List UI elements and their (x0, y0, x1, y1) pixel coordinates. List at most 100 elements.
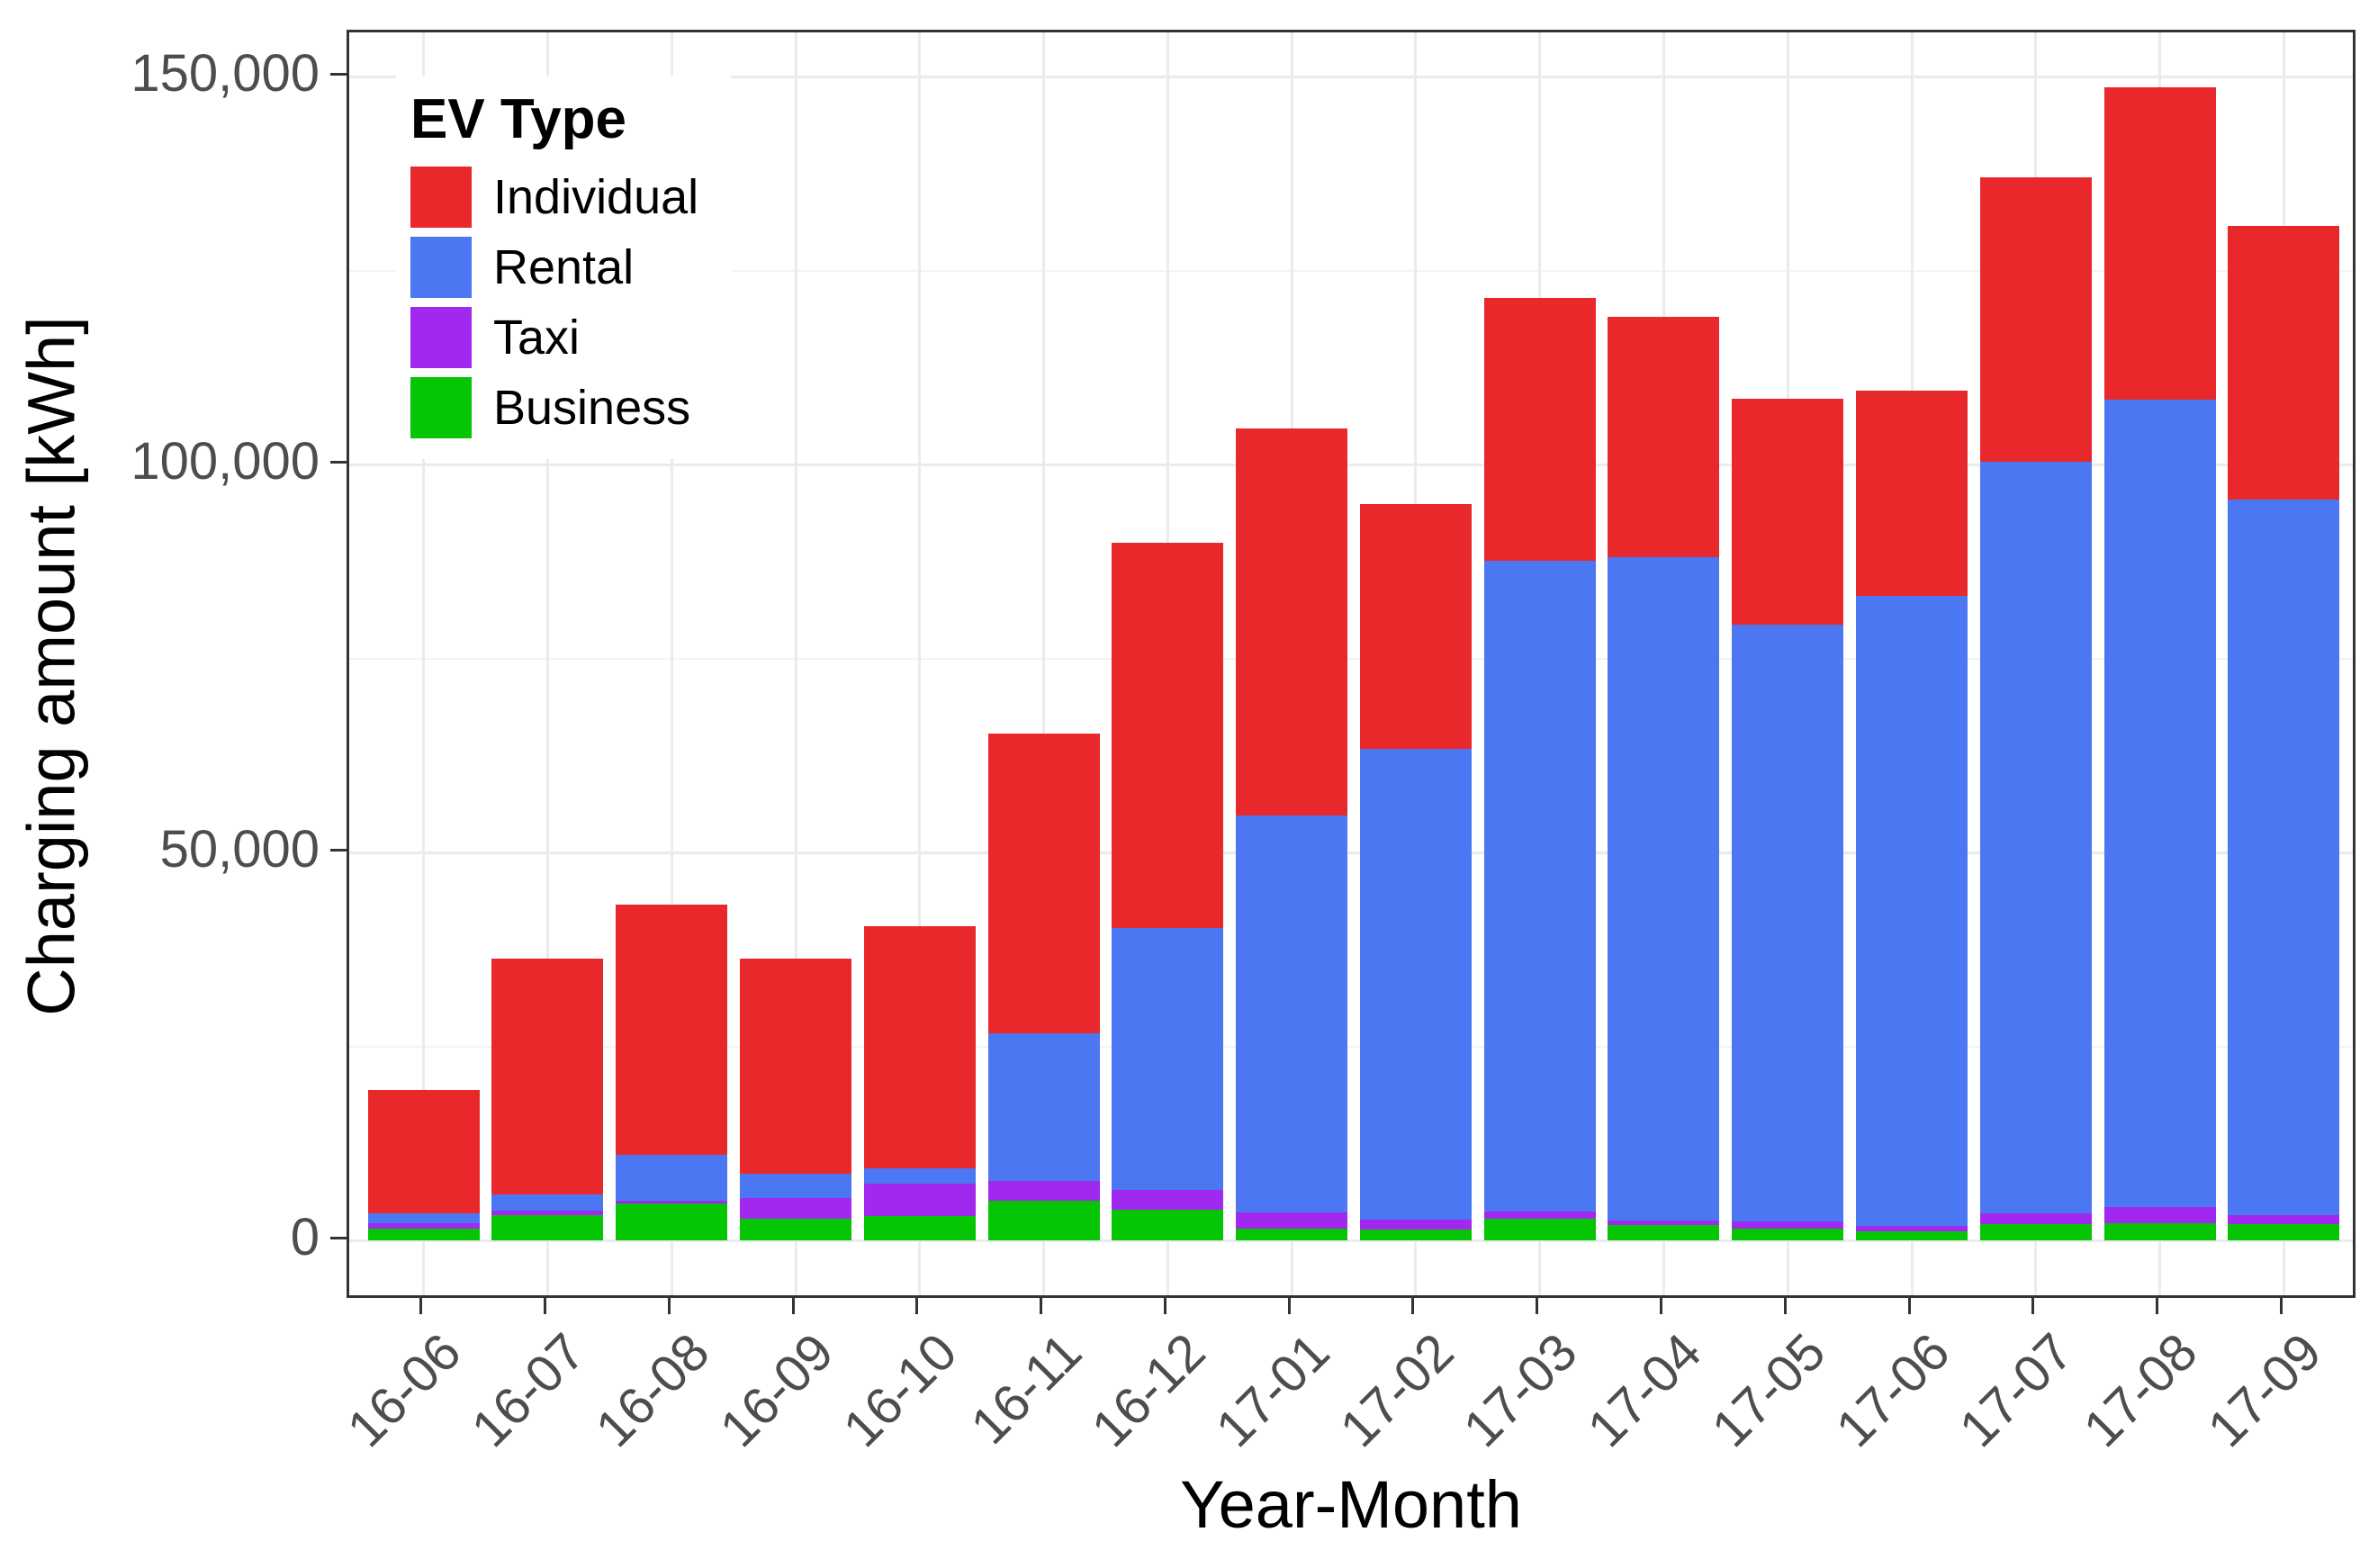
major-gridline (349, 1239, 2353, 1242)
legend-key-swatch (410, 307, 472, 368)
x-axis-title: Year-Month (1180, 1467, 1522, 1542)
bar-segment-individual (863, 925, 976, 1168)
x-tick-label: 16-06 (336, 1322, 473, 1459)
x-axis-tick-mark (1040, 1298, 1043, 1314)
bar-segment-business (491, 1215, 604, 1240)
x-axis-tick-mark (915, 1298, 919, 1314)
bar-segment-business (2228, 1223, 2340, 1240)
x-axis-tick-mark (2279, 1298, 2283, 1314)
x-tick-label: 17-01 (1204, 1322, 1341, 1459)
x-axis-tick-mark (1411, 1298, 1415, 1314)
legend-title: EV Type (410, 88, 627, 150)
bar-segment-rental (987, 1032, 1100, 1181)
x-tick-label: 17-03 (1452, 1322, 1589, 1459)
bar-segment-taxi (740, 1198, 851, 1219)
bar-segment-business (2103, 1223, 2216, 1240)
bar-segment-taxi (1112, 1189, 1224, 1211)
x-axis-tick-mark (791, 1298, 795, 1314)
bar-segment-taxi (1483, 1212, 1596, 1219)
legend-item-label: Taxi (493, 311, 581, 365)
bar-segment-business (1979, 1223, 2092, 1240)
x-tick-label: 16-09 (708, 1322, 845, 1459)
x-axis-tick-mark (543, 1298, 546, 1314)
x-axis-tick-mark (2031, 1298, 2035, 1314)
bar-segment-rental (1979, 462, 2092, 1213)
y-axis-tick-mark (330, 72, 347, 76)
y-tick-label: 100,000 (131, 432, 320, 491)
bar-segment-taxi (1236, 1212, 1348, 1230)
x-tick-label: 16-08 (584, 1322, 721, 1459)
bar-segment-taxi (491, 1211, 604, 1216)
bar-segment-rental (491, 1194, 604, 1212)
x-tick-label: 16-10 (833, 1322, 968, 1459)
x-tick-label: 17-08 (2072, 1322, 2209, 1459)
bar-segment-individual (367, 1089, 480, 1213)
x-tick-label: 16-07 (460, 1322, 597, 1459)
x-axis-tick-mark (1907, 1298, 1911, 1314)
x-axis-tick-mark (1659, 1298, 1662, 1314)
minor-gridline (349, 1045, 2353, 1048)
legend-item-individual: Individual (410, 162, 698, 232)
bar-segment-business (1732, 1229, 1844, 1240)
legend-item-label: Business (493, 381, 691, 435)
major-gridline (349, 851, 2353, 854)
vertical-gridline (545, 32, 549, 1295)
bar-segment-business (1359, 1229, 1472, 1240)
bar-segment-rental (1732, 624, 1844, 1222)
legend-item-label: Rental (493, 240, 635, 294)
bar-segment-individual (491, 959, 604, 1195)
bar-segment-rental (367, 1212, 480, 1224)
x-tick-label: 17-02 (1329, 1322, 1465, 1459)
bar-segment-individual (1608, 317, 1720, 558)
bar-segment-rental (1236, 815, 1348, 1212)
bar-segment-business (1608, 1224, 1720, 1240)
x-tick-label: 16-12 (1080, 1322, 1217, 1459)
vertical-gridline (918, 32, 922, 1295)
x-tick-label: 16-11 (959, 1322, 1093, 1455)
legend-key-swatch (410, 377, 472, 438)
bar-segment-taxi (367, 1223, 480, 1230)
bar-segment-taxi (2228, 1214, 2340, 1224)
bar-segment-taxi (863, 1184, 976, 1217)
legend-item-taxi: Taxi (410, 302, 698, 373)
bar-segment-rental (1483, 560, 1596, 1212)
minor-gridline (349, 269, 2353, 272)
bar-segment-taxi (616, 1201, 728, 1204)
bar-segment-rental (2228, 499, 2340, 1215)
legend-key-swatch (410, 167, 472, 228)
bar-segment-taxi (1732, 1221, 1844, 1230)
vertical-gridline (1042, 32, 1046, 1295)
y-axis-tick-mark (330, 1236, 347, 1239)
x-tick-label: 17-05 (1700, 1322, 1837, 1459)
legend-item-label: Individual (493, 170, 699, 224)
bar-segment-rental (1359, 749, 1472, 1220)
y-tick-label: 150,000 (131, 44, 320, 103)
bar-segment-business (1856, 1230, 1968, 1240)
bar-segment-individual (616, 904, 728, 1156)
bar-segment-taxi (1979, 1212, 2092, 1224)
bar-segment-rental (616, 1155, 728, 1202)
bar-segment-individual (740, 959, 851, 1174)
legend-key-swatch (410, 237, 472, 298)
x-axis-tick-mark (1163, 1298, 1166, 1314)
y-tick-label: 50,000 (159, 820, 320, 879)
bar-segment-business (987, 1201, 1100, 1240)
bar-segment-rental (1856, 595, 1968, 1227)
bar-segment-individual (1359, 503, 1472, 750)
legend-item-rental: Rental (410, 232, 698, 302)
bar-segment-individual (2103, 87, 2216, 400)
major-gridline (349, 75, 2353, 78)
minor-gridline (349, 657, 2353, 660)
bar-segment-business (1236, 1229, 1348, 1240)
bar-segment-business (1112, 1210, 1224, 1240)
major-gridline (349, 463, 2353, 466)
bar-segment-individual (1236, 428, 1348, 816)
bar-segment-rental (1608, 557, 1720, 1221)
bar-segment-business (863, 1216, 976, 1240)
bar-segment-individual (1732, 398, 1844, 625)
x-tick-label: 17-06 (1824, 1322, 1961, 1459)
bar-segment-individual (1112, 543, 1224, 929)
bar-segment-business (1483, 1218, 1596, 1240)
bar-segment-individual (2228, 225, 2340, 500)
